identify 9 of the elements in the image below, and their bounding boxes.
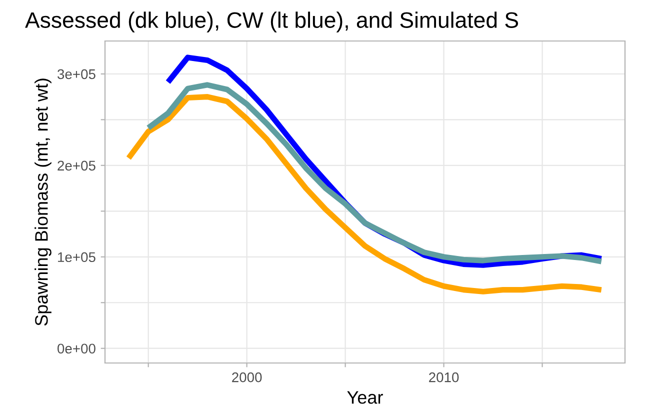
x-tick-label: 2000 [232,372,262,382]
chart-title: Assessed (dk blue), CW (lt blue), and Simulated S [25,12,518,32]
y-axis-title: Spawning Biomass (mt, net wt) [34,78,52,326]
y-tick-label: 1e+05 [58,252,96,262]
y-tick-label: 0e+00 [58,344,96,354]
y-tick-label: 3e+05 [57,69,96,80]
x-tick-label: 2010 [429,372,459,382]
y-tick-label: 2e+05 [58,160,96,171]
x-axis-title: Year [347,391,383,404]
